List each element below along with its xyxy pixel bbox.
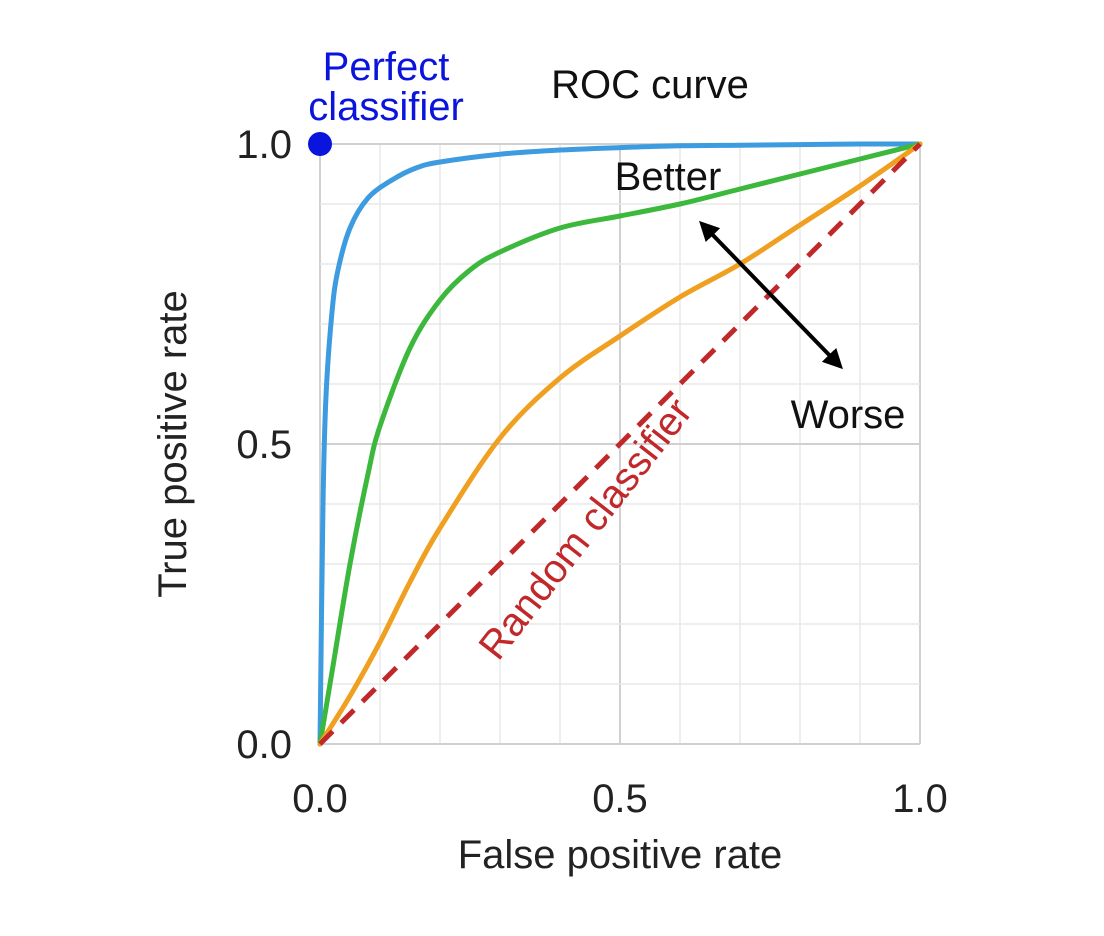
perfect-classifier-label-line2: classifier <box>308 85 464 129</box>
worse-label: Worse <box>791 393 906 437</box>
roc-curve-blue <box>317 141 923 747</box>
y-tick-label: 1.0 <box>236 123 292 167</box>
better-label: Better <box>615 155 722 199</box>
y-tick-label: 0.5 <box>236 423 292 467</box>
x-tick-label: 0.5 <box>592 777 648 821</box>
chart-title: ROC curve <box>551 63 749 107</box>
y-axis-label: True positive rate <box>151 290 195 598</box>
x-axis-label: False positive rate <box>458 833 783 877</box>
x-tick-label: 1.0 <box>892 777 948 821</box>
y-tick-label: 0.0 <box>236 723 292 767</box>
tick-labels: 0.0 0.5 1.0 0.0 0.5 1.0 <box>236 123 947 821</box>
perfect-classifier-label-line1: Perfect <box>323 45 450 89</box>
x-tick-label: 0.0 <box>292 777 348 821</box>
roc-curve-green <box>317 141 923 747</box>
perfect-classifier-point <box>308 132 332 156</box>
better-worse-arrow <box>699 220 843 370</box>
points-layer <box>308 132 332 156</box>
